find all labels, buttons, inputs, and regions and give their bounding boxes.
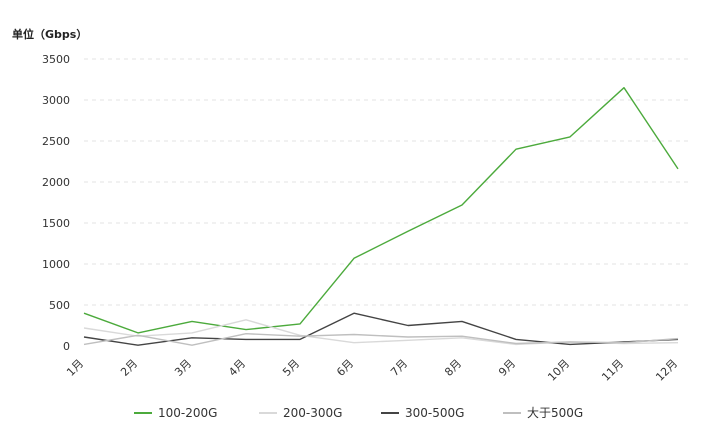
y-axis-unit-label: 单位（Gbps） <box>12 27 87 41</box>
legend-label: 大于500G <box>527 406 583 420</box>
x-tick-label: 8月 <box>442 357 464 379</box>
y-tick-label: 0 <box>63 340 70 353</box>
x-tick-label: 5月 <box>280 357 302 379</box>
x-tick-label: 11月 <box>599 357 626 384</box>
legend-label: 200-300G <box>283 406 342 420</box>
series-line-100-200G <box>83 86 679 334</box>
x-tick-label: 3月 <box>172 357 194 379</box>
legend-label: 300-500G <box>405 406 464 420</box>
y-tick-label: 1500 <box>42 217 70 230</box>
x-axis-ticks: 1月 2月 3月 4月 5月 6月 7月 8月 9月 10月 11月 12月 <box>64 357 680 384</box>
series-line-大于500G <box>83 333 679 346</box>
series-line-300-500G <box>83 312 679 346</box>
y-tick-label: 2000 <box>42 176 70 189</box>
x-tick-label: 10月 <box>545 357 572 384</box>
y-tick-label: 3000 <box>42 94 70 107</box>
x-tick-label: 7月 <box>388 357 410 379</box>
x-tick-label: 4月 <box>226 357 248 379</box>
x-tick-label: 6月 <box>334 357 356 379</box>
x-tick-label: 2月 <box>118 357 140 379</box>
y-axis-ticks: 0 500 1000 1500 2000 2500 3000 3500 <box>42 53 70 353</box>
legend: 100-200G 200-300G 300-500G 大于500G <box>134 406 583 420</box>
series-lines <box>83 86 679 346</box>
y-tick-label: 2500 <box>42 135 70 148</box>
legend-label: 100-200G <box>158 406 217 420</box>
y-tick-label: 3500 <box>42 53 70 66</box>
x-tick-label: 12月 <box>653 357 680 384</box>
x-tick-label: 1月 <box>64 357 86 379</box>
y-tick-label: 1000 <box>42 258 70 271</box>
y-tick-label: 500 <box>49 299 70 312</box>
gridlines <box>84 58 692 306</box>
x-tick-label: 9月 <box>496 357 518 379</box>
